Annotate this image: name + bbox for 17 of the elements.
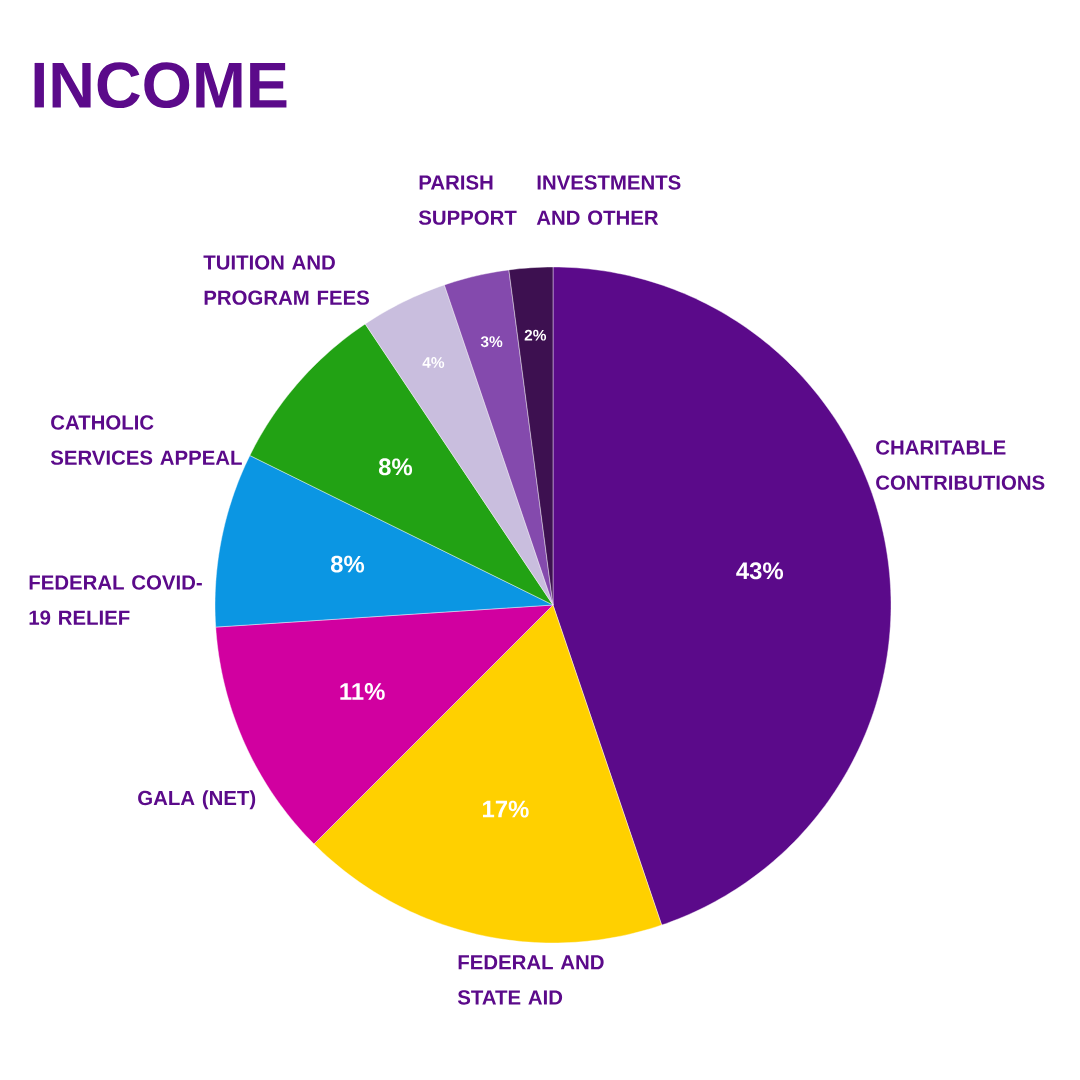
slice-label: CATHOLIC SERVICES APPEAL bbox=[50, 415, 242, 465]
chart-title: INCOME bbox=[34, 62, 287, 109]
data-label: 17% bbox=[483, 800, 529, 818]
data-label: 3% bbox=[480, 336, 503, 348]
data-label: 2% bbox=[524, 329, 547, 341]
data-label: 8% bbox=[378, 458, 413, 476]
slice-label: FEDERAL COVID-19 RELIEF bbox=[29, 575, 202, 625]
data-label: 11% bbox=[340, 683, 385, 700]
data-label: 43% bbox=[736, 562, 784, 580]
slice-label: INVESTMENTS AND OTHER bbox=[536, 175, 681, 225]
slice-label: PARISH SUPPORT bbox=[418, 175, 517, 225]
slice-label: CHARITABLE CONTRIBUTIONS bbox=[876, 440, 1045, 490]
data-label: 8% bbox=[330, 555, 365, 573]
slice-label: FEDERAL AND STATE AID bbox=[457, 955, 604, 1005]
data-label: 4% bbox=[422, 357, 445, 368]
slice-label: TUITION AND PROGRAM FEES bbox=[203, 255, 369, 305]
slice-label: GALA (NET) bbox=[138, 790, 256, 810]
